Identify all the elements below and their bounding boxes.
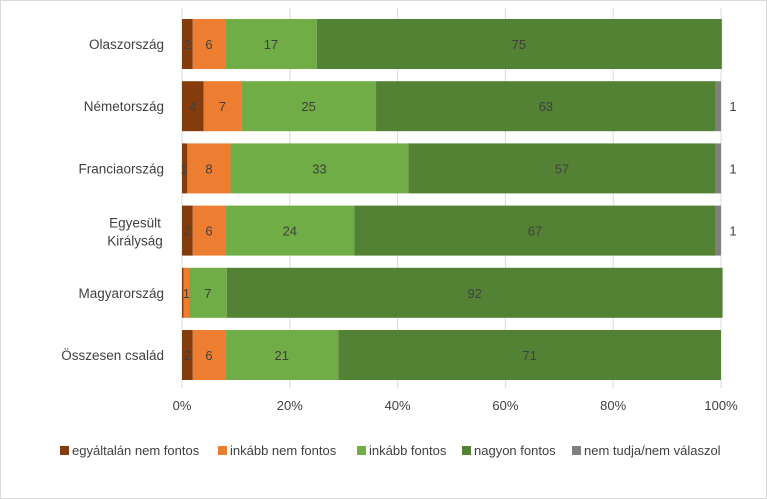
data-label: 8 xyxy=(205,161,212,176)
data-label: 63 xyxy=(539,99,553,114)
x-tick-label: 100% xyxy=(704,398,738,413)
data-label: 1 xyxy=(729,224,736,239)
x-tick-label: 40% xyxy=(385,398,411,413)
bar-segment xyxy=(715,143,721,194)
legend-label: nem tudja/nem válaszol xyxy=(584,443,721,458)
legend-label: nagyon fontos xyxy=(474,443,556,458)
data-label: 25 xyxy=(301,99,315,114)
data-label: 4 xyxy=(189,99,196,114)
legend-item: nagyon fontos xyxy=(462,443,556,458)
legend-swatch xyxy=(60,446,69,455)
x-tick-label: 80% xyxy=(600,398,626,413)
bar-segment xyxy=(226,267,723,318)
data-label: 1 xyxy=(183,286,190,301)
x-tick-label: 60% xyxy=(492,398,518,413)
data-label: 7 xyxy=(204,286,211,301)
legend-label: egyáltalán nem fontos xyxy=(72,443,200,458)
data-label: 57 xyxy=(555,161,569,176)
bar-segment xyxy=(715,81,721,132)
bar-segment xyxy=(230,143,409,194)
data-label: 92 xyxy=(467,286,481,301)
bar-segment xyxy=(408,143,716,194)
data-label: 24 xyxy=(283,224,297,239)
data-label: 2 xyxy=(184,348,191,363)
bar-segment xyxy=(183,267,190,318)
legend-swatch xyxy=(572,446,581,455)
legend-item: inkább fontos xyxy=(357,443,447,458)
bar-segment xyxy=(715,205,721,256)
data-label: 6 xyxy=(205,37,212,52)
bar-segment xyxy=(192,205,226,256)
bar-segment xyxy=(241,81,377,132)
bar-segment xyxy=(182,19,193,69)
category-label: Németország xyxy=(84,99,164,114)
data-label: 75 xyxy=(512,37,526,52)
legend-swatch xyxy=(462,446,471,455)
data-label: 1 xyxy=(729,161,736,176)
legend-swatch xyxy=(218,446,227,455)
bar-segment xyxy=(721,19,723,69)
category-label: Összesen család xyxy=(61,348,164,363)
bar-segment xyxy=(376,81,716,132)
bar-segment xyxy=(203,81,242,132)
bar-segment xyxy=(182,143,188,194)
bar-segment xyxy=(189,267,227,318)
legend-item: inkább nem fontos xyxy=(218,443,337,458)
x-tick-label: 20% xyxy=(277,398,303,413)
bar-segment xyxy=(316,19,721,69)
category-label: Olaszország xyxy=(89,37,164,52)
data-label: 6 xyxy=(205,348,212,363)
bar-segment xyxy=(225,330,339,380)
bar-segment xyxy=(192,19,226,69)
data-label: 1 xyxy=(180,161,187,176)
legend-item: egyáltalán nem fontos xyxy=(60,443,200,458)
legend-swatch xyxy=(357,446,366,455)
data-label: 2 xyxy=(184,224,191,239)
data-label: 21 xyxy=(274,348,288,363)
bar-segment xyxy=(182,330,193,380)
legend-label: inkább nem fontos xyxy=(230,443,337,458)
category-label: Franciaország xyxy=(78,161,164,176)
category-label: Egyesült Királyság xyxy=(107,216,163,249)
data-label: 71 xyxy=(522,348,536,363)
data-label: 67 xyxy=(528,224,542,239)
data-label: 7 xyxy=(219,99,226,114)
bar-segment xyxy=(187,143,231,194)
category-label: Magyarország xyxy=(78,286,164,301)
legend-label: inkább fontos xyxy=(369,443,447,458)
data-label: 33 xyxy=(312,161,326,176)
data-label: 2 xyxy=(184,37,191,52)
data-label: 17 xyxy=(264,37,278,52)
bar-segment xyxy=(182,205,193,256)
data-label: 6 xyxy=(205,224,212,239)
x-tick-label: 0% xyxy=(173,398,192,413)
legend-item: nem tudja/nem válaszol xyxy=(572,443,721,458)
data-label: 1 xyxy=(729,99,736,114)
bar-segment xyxy=(182,267,184,318)
bar-segment xyxy=(192,330,226,380)
bar-segment xyxy=(225,205,355,256)
bar-segment xyxy=(338,330,721,380)
bar-segment xyxy=(354,205,716,256)
bar-segment xyxy=(182,81,204,132)
bar-segment xyxy=(225,19,317,69)
